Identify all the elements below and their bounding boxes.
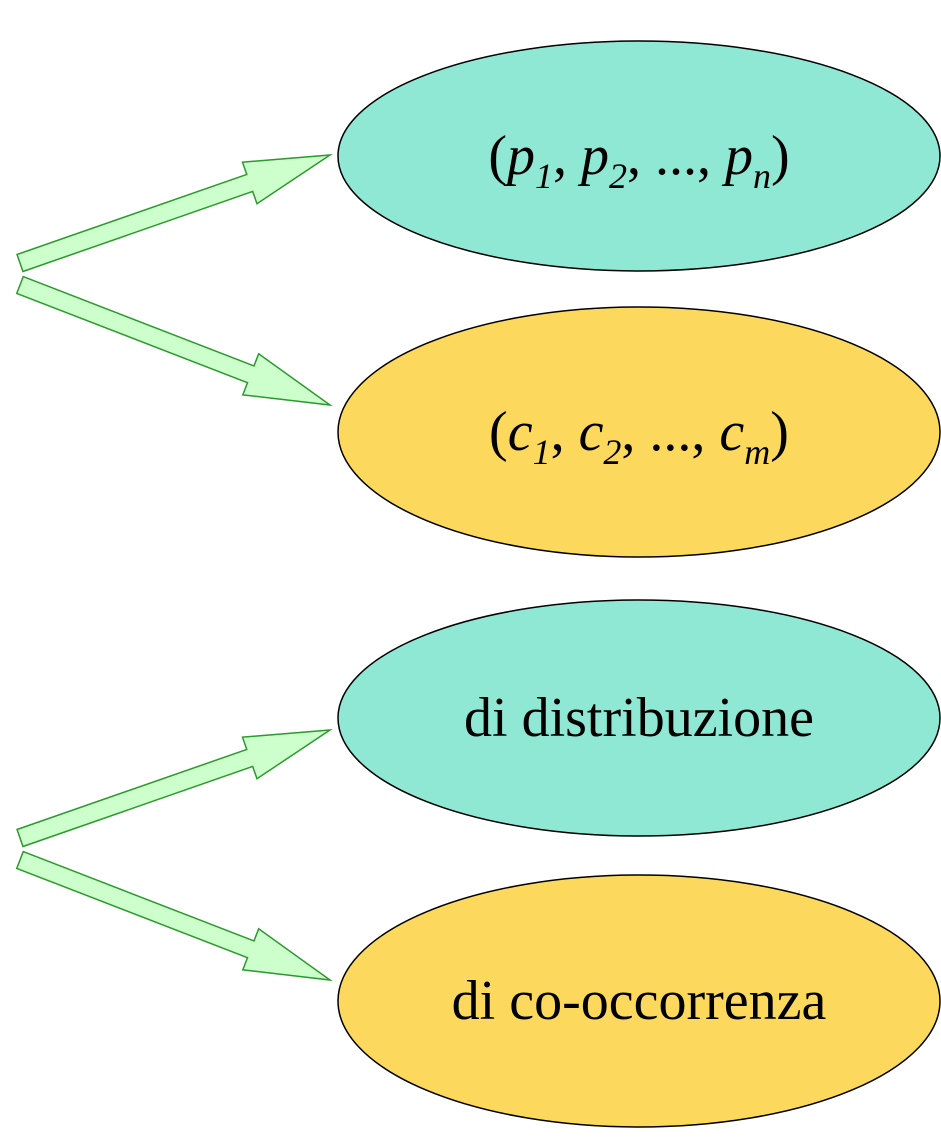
label-part: ) bbox=[771, 125, 790, 187]
arrow bbox=[15, 275, 333, 407]
node-label: di distribuzione bbox=[464, 687, 814, 749]
label-part: c bbox=[508, 401, 533, 463]
node-ellipse bbox=[337, 306, 941, 558]
label-part: n bbox=[753, 156, 771, 196]
arrow bbox=[16, 729, 333, 848]
label-part: , bbox=[553, 125, 581, 187]
node-ellipse bbox=[337, 874, 941, 1128]
node-ellipse bbox=[337, 40, 941, 272]
label-part: 1 bbox=[533, 432, 551, 472]
arrow bbox=[15, 850, 333, 982]
label-part: 2 bbox=[603, 432, 621, 472]
arrow bbox=[16, 154, 333, 273]
label-part: , ..., bbox=[621, 401, 719, 463]
label-part: c bbox=[719, 401, 744, 463]
label-part: p bbox=[503, 125, 535, 187]
label-part: 1 bbox=[535, 156, 553, 196]
node-ellipse bbox=[337, 599, 941, 837]
label-part: , ..., bbox=[627, 125, 725, 187]
label-part: ) bbox=[770, 401, 789, 463]
label-part: p bbox=[721, 125, 753, 187]
label-part: m bbox=[744, 432, 770, 472]
label-part: 2 bbox=[609, 156, 627, 196]
node-label: di co-occorrenza bbox=[452, 970, 827, 1032]
label-part: di distribuzione bbox=[464, 687, 814, 749]
label-part: ( bbox=[489, 401, 508, 463]
label-part: ( bbox=[488, 125, 507, 187]
label-part: c bbox=[579, 401, 604, 463]
label-part: di co-occorrenza bbox=[452, 970, 827, 1032]
label-part: p bbox=[577, 125, 609, 187]
node-label: (p1, p2, ..., pn) bbox=[488, 125, 789, 196]
node-label: (c1, c2, ..., cm) bbox=[489, 401, 789, 472]
label-part: , bbox=[551, 401, 579, 463]
